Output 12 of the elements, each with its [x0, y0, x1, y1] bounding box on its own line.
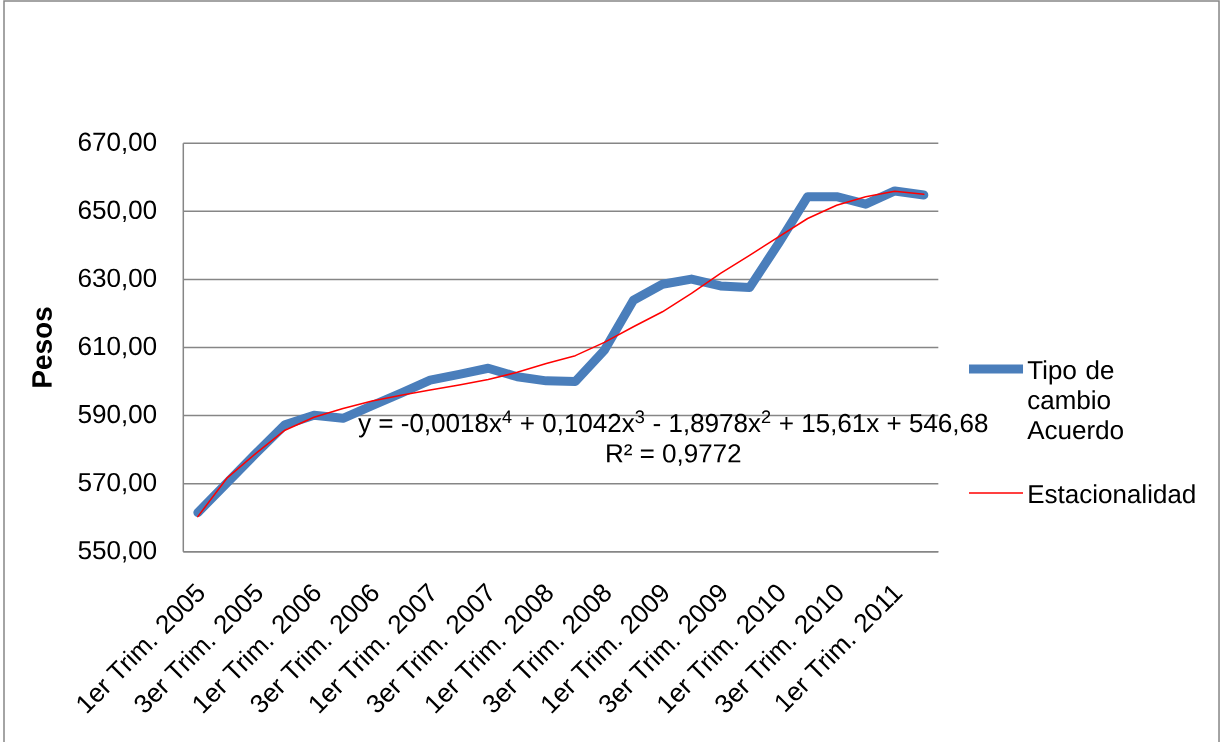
- annotation: R² = 0,9772: [607, 444, 741, 466]
- y-axis-title: Pesos: [32, 307, 52, 387]
- y-tick-label: 590,00: [78, 404, 157, 427]
- y-tick-label: 670,00: [78, 132, 157, 155]
- annotation: y = -0,0018x$^{4}$ + 0,1042x$^{3}$ - 1,8978x$^{2}$ + 15,61x + 546,68: [358, 410, 988, 438]
- y-tick-label: 570,00: [78, 472, 157, 495]
- y-tick-label: 650,00: [78, 200, 157, 223]
- legend-label: Tipo de cambio Acuerdo: [1027, 360, 1123, 440]
- y-tick-label: 550,00: [78, 540, 157, 563]
- y-tick-label: 610,00: [78, 336, 157, 359]
- legend-label: Estacionalidad: [1029, 484, 1195, 504]
- y-tick-label: 630,00: [78, 268, 157, 291]
